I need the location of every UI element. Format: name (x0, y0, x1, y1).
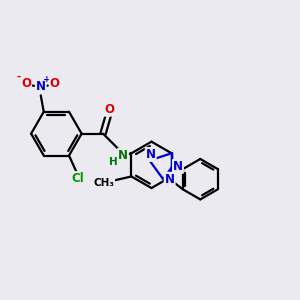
Text: CH₃: CH₃ (93, 178, 114, 188)
Text: Cl: Cl (71, 172, 84, 185)
Text: H: H (109, 158, 118, 167)
Text: -: - (17, 72, 21, 82)
Text: N: N (118, 149, 128, 162)
Text: +: + (44, 75, 51, 84)
Text: O: O (50, 77, 60, 90)
Text: O: O (21, 77, 31, 90)
Text: O: O (104, 103, 114, 116)
Text: N: N (165, 173, 175, 186)
Text: N: N (146, 148, 156, 161)
Text: N: N (36, 80, 46, 93)
Text: N: N (173, 160, 183, 173)
